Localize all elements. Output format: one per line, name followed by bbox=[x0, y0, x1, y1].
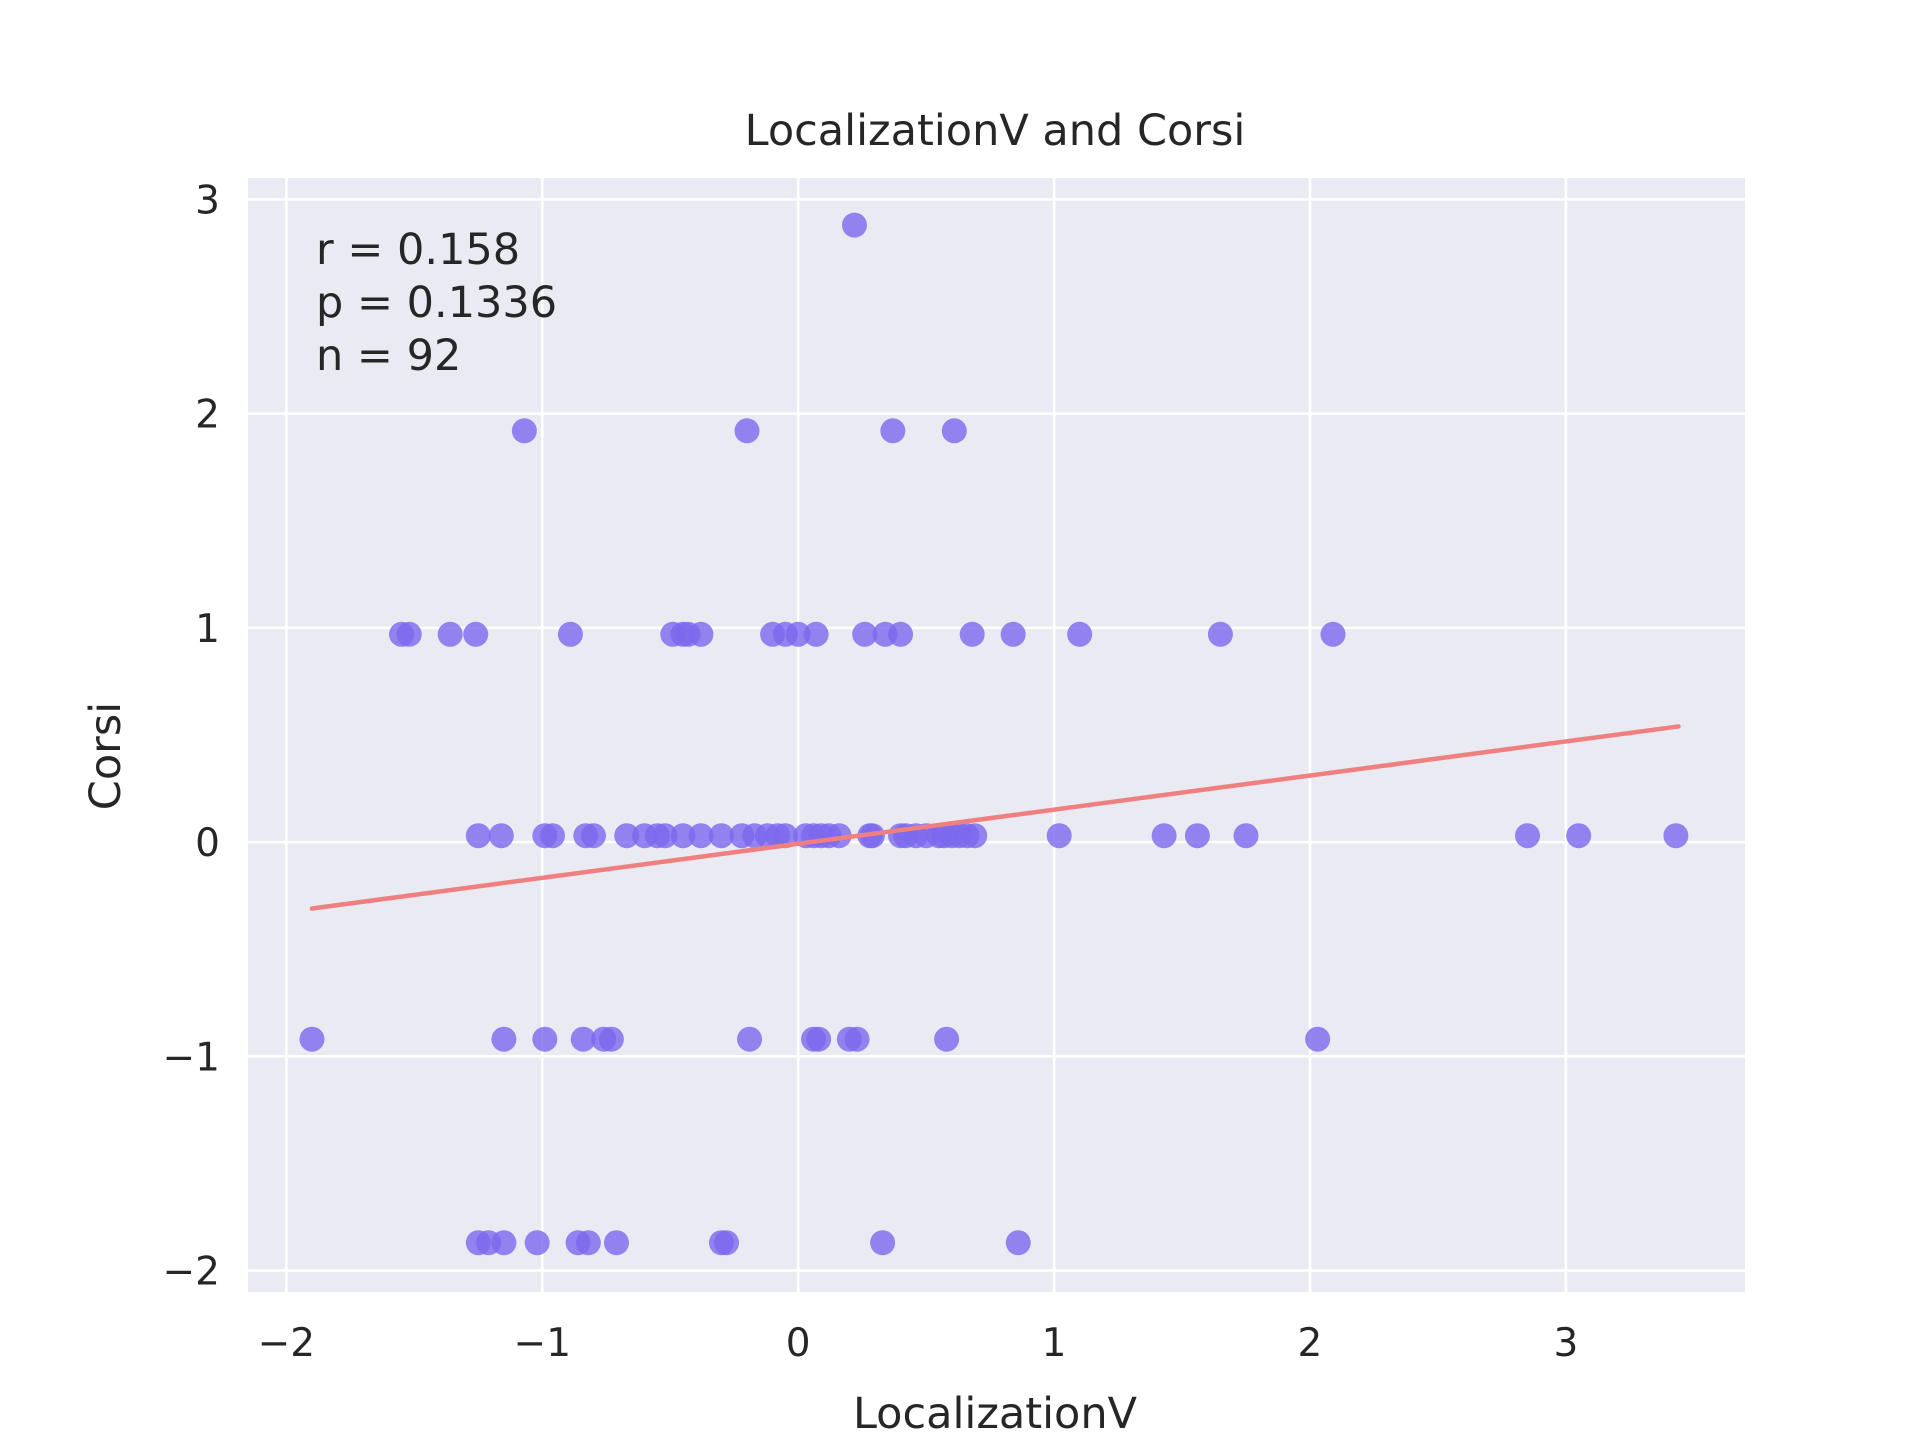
stat-line: r = 0.158 bbox=[316, 225, 520, 275]
y-axis-label: Corsi bbox=[81, 702, 131, 810]
data-point bbox=[826, 823, 852, 849]
y-tick-label: 0 bbox=[195, 821, 220, 866]
plot-area bbox=[248, 178, 1745, 1292]
data-point bbox=[734, 418, 760, 444]
data-point bbox=[570, 1026, 596, 1052]
x-tick-label: 2 bbox=[1298, 1321, 1323, 1366]
data-point bbox=[575, 1230, 601, 1256]
y-tick-labels: −2 −1 0 1 2 3 bbox=[163, 178, 221, 1294]
data-point bbox=[962, 823, 988, 849]
data-point bbox=[880, 418, 906, 444]
data-point bbox=[841, 212, 867, 238]
data-point bbox=[844, 1026, 870, 1052]
x-tick-label: 3 bbox=[1553, 1321, 1578, 1366]
data-point bbox=[806, 1026, 832, 1052]
data-point bbox=[688, 823, 714, 849]
data-point bbox=[652, 823, 678, 849]
data-point bbox=[598, 1026, 624, 1052]
data-point bbox=[491, 1230, 517, 1256]
y-tick-label: 1 bbox=[195, 607, 220, 652]
data-point bbox=[688, 621, 714, 647]
x-tick-label: −1 bbox=[514, 1321, 572, 1366]
data-point bbox=[511, 418, 537, 444]
data-point bbox=[785, 621, 811, 647]
data-point bbox=[1233, 823, 1259, 849]
y-tick-label: 3 bbox=[195, 178, 220, 223]
x-tick-label: 1 bbox=[1042, 1321, 1067, 1366]
data-point bbox=[714, 1230, 740, 1256]
data-point bbox=[934, 1026, 960, 1052]
data-point bbox=[1000, 621, 1026, 647]
data-point bbox=[870, 1230, 896, 1256]
data-point bbox=[1067, 621, 1093, 647]
data-point bbox=[396, 621, 422, 647]
data-point bbox=[488, 823, 514, 849]
data-point bbox=[1320, 621, 1346, 647]
data-point bbox=[532, 1026, 558, 1052]
stat-line: p = 0.1336 bbox=[316, 278, 557, 328]
data-point bbox=[603, 1230, 629, 1256]
data-point bbox=[1663, 823, 1689, 849]
data-point bbox=[1005, 1230, 1031, 1256]
data-point bbox=[540, 823, 566, 849]
chart-title: LocalizationV and Corsi bbox=[745, 106, 1246, 156]
y-tick-label: −1 bbox=[163, 1035, 221, 1080]
data-point bbox=[670, 823, 696, 849]
data-point bbox=[491, 1026, 517, 1052]
data-point bbox=[299, 1026, 325, 1052]
data-points bbox=[299, 212, 1689, 1256]
data-point bbox=[580, 823, 606, 849]
x-tick-label: −2 bbox=[258, 1321, 316, 1366]
data-point bbox=[941, 418, 967, 444]
data-point bbox=[557, 621, 583, 647]
y-tick-label: 2 bbox=[195, 393, 220, 438]
data-point bbox=[708, 823, 734, 849]
stat-line: n = 92 bbox=[316, 331, 461, 381]
data-point bbox=[1566, 823, 1592, 849]
data-point bbox=[852, 621, 878, 647]
data-point bbox=[1151, 823, 1177, 849]
y-tick-label: −2 bbox=[163, 1250, 221, 1295]
data-point bbox=[737, 1026, 763, 1052]
data-point bbox=[772, 823, 798, 849]
data-point bbox=[1184, 823, 1210, 849]
x-tick-labels: −2 −1 0 1 2 3 bbox=[258, 1321, 1579, 1366]
data-point bbox=[437, 621, 463, 647]
data-point bbox=[1514, 823, 1540, 849]
data-point bbox=[524, 1230, 550, 1256]
x-axis-label: LocalizationV bbox=[853, 1389, 1138, 1439]
data-point bbox=[1305, 1026, 1331, 1052]
data-point bbox=[465, 823, 491, 849]
data-point bbox=[888, 621, 914, 647]
data-point bbox=[463, 621, 489, 647]
data-point bbox=[614, 823, 640, 849]
regression-line bbox=[309, 724, 1681, 911]
data-point bbox=[1046, 823, 1072, 849]
x-tick-label: 0 bbox=[786, 1321, 811, 1366]
data-point bbox=[1207, 621, 1233, 647]
data-point bbox=[803, 621, 829, 647]
data-point bbox=[959, 621, 985, 647]
